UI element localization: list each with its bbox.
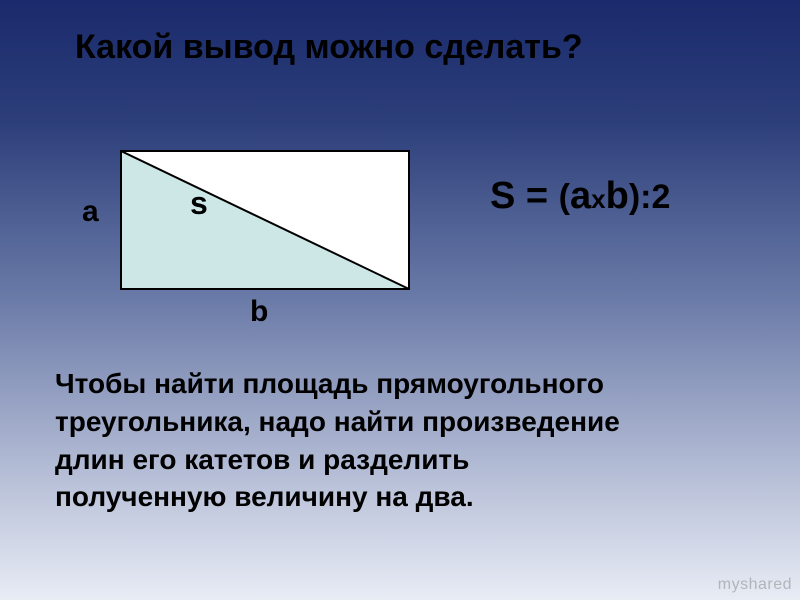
formula-open: ( bbox=[559, 178, 570, 216]
explanation-line4: полученную величину на два. bbox=[55, 478, 760, 516]
triangle-diagram bbox=[120, 150, 410, 290]
formula-eq: = bbox=[515, 175, 558, 217]
formula-div: :2 bbox=[640, 178, 670, 216]
formula-S: S bbox=[490, 175, 515, 217]
explanation-line2: треугольника, надо найти произведение bbox=[55, 403, 760, 441]
page-title: Какой вывод можно сделать? bbox=[75, 28, 583, 67]
formula-b: b bbox=[606, 175, 629, 217]
formula-x: х bbox=[591, 184, 605, 214]
diagram-svg bbox=[120, 150, 410, 290]
label-b: b bbox=[250, 295, 268, 329]
label-s: s bbox=[190, 185, 208, 222]
formula: S = (aхb):2 bbox=[490, 175, 670, 218]
explanation-line3: длин его катетов и разделить bbox=[55, 441, 760, 479]
label-a: a bbox=[82, 195, 99, 229]
watermark: myshared bbox=[718, 576, 792, 594]
explanation-line1: Чтобы найти площадь прямоугольного bbox=[55, 365, 760, 403]
explanation-text: Чтобы найти площадь прямоугольного треуг… bbox=[55, 365, 760, 516]
formula-close: ) bbox=[629, 178, 640, 216]
formula-a: a bbox=[570, 175, 591, 217]
